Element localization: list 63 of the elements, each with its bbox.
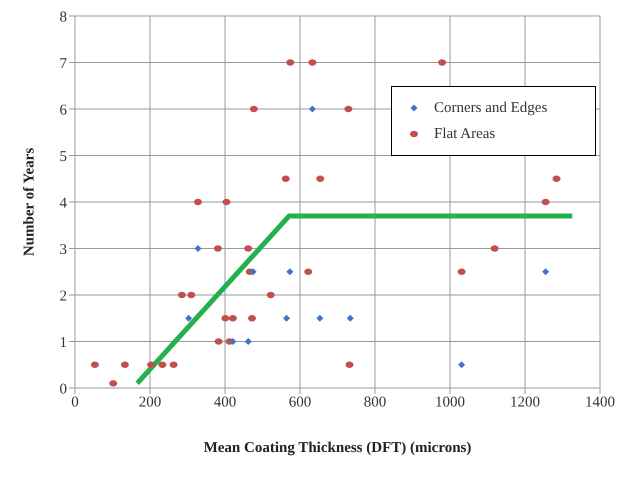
point	[248, 315, 256, 322]
y-tick-label: 5	[60, 148, 67, 165]
point	[458, 268, 466, 275]
point	[222, 198, 230, 206]
y-tick-label: 3	[60, 242, 67, 258]
point	[244, 338, 252, 345]
point	[120, 362, 129, 368]
point	[178, 292, 186, 298]
x-tick-label: 1200	[510, 394, 540, 411]
point	[250, 106, 258, 112]
point	[250, 268, 257, 276]
point	[229, 338, 236, 345]
point	[214, 245, 222, 252]
x-tick-label: 800	[364, 394, 386, 411]
point	[304, 268, 312, 275]
point	[90, 362, 99, 368]
point	[214, 338, 223, 345]
y-tick-label: 2	[60, 288, 67, 304]
legend-label: Flat Areas	[434, 126, 496, 142]
point	[185, 314, 192, 322]
x-tick-label: 1400	[585, 394, 615, 411]
x-tick-label: 1000	[435, 394, 465, 411]
point	[490, 245, 499, 252]
point	[221, 315, 230, 322]
point	[552, 176, 560, 182]
point	[283, 314, 290, 322]
point	[542, 198, 550, 206]
y-tick-label: 0	[60, 381, 67, 398]
x-tick-label: 0	[71, 394, 79, 411]
point	[194, 198, 202, 206]
y-tick-label: 6	[60, 102, 68, 118]
x-tick-label: 600	[288, 394, 312, 411]
y-tick-label: 4	[60, 195, 68, 212]
point	[282, 176, 290, 182]
point	[158, 362, 166, 368]
legend-label: Corners and Edges	[434, 100, 548, 116]
point	[170, 362, 178, 368]
point	[244, 245, 252, 252]
y-axis-title: Number of Years	[21, 148, 38, 256]
point	[286, 59, 294, 66]
y-tick-label: 1	[60, 334, 67, 351]
point	[346, 314, 354, 322]
point	[458, 361, 466, 368]
point	[228, 315, 237, 322]
point	[187, 292, 196, 298]
x-tick-label: 200	[138, 394, 162, 411]
point	[316, 176, 324, 182]
point	[438, 59, 446, 66]
point	[286, 268, 294, 276]
point	[109, 380, 118, 387]
x-tick-label: 400	[214, 394, 236, 411]
point	[308, 59, 316, 66]
y-tick-label: 8	[60, 9, 67, 26]
point	[344, 106, 352, 112]
point	[194, 245, 202, 252]
y-tick-label: 7	[60, 56, 68, 72]
point	[542, 268, 550, 276]
point	[308, 106, 316, 112]
point	[266, 292, 275, 298]
point	[346, 362, 354, 368]
point	[147, 362, 156, 368]
x-axis-title: Mean Coating Thickness (DFT) (microns)	[204, 440, 472, 456]
point	[316, 314, 324, 322]
